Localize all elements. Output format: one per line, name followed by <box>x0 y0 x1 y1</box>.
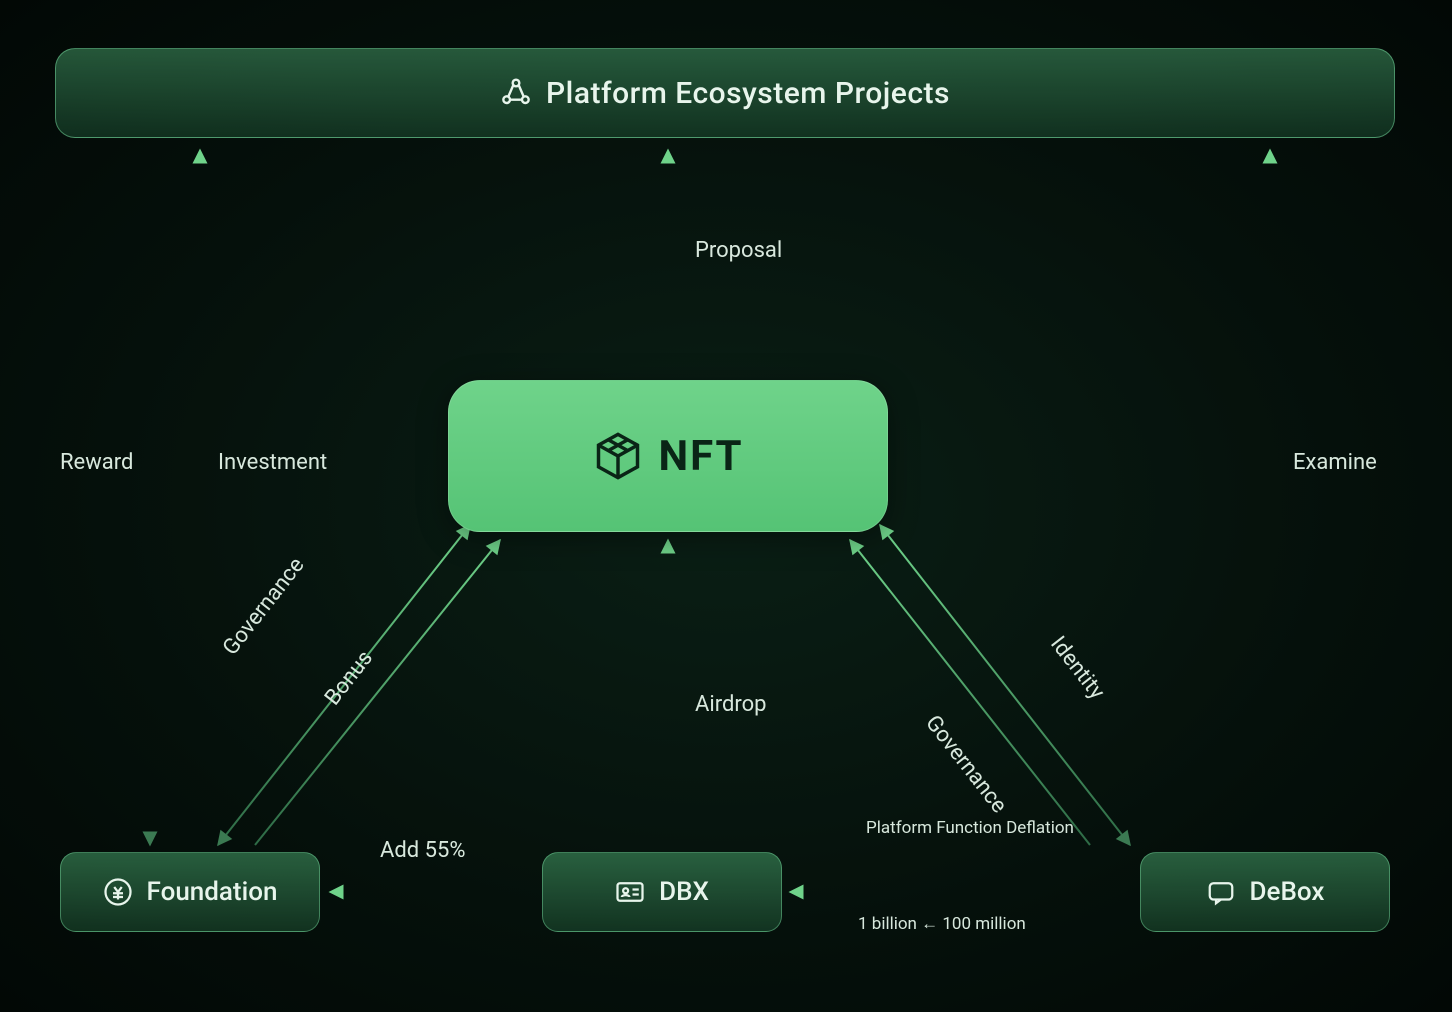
node-label: DBX <box>659 877 709 907</box>
node-foundation: Foundation <box>60 852 320 932</box>
edge-label-add55: Add 55% <box>380 838 465 863</box>
node-label: Platform Ecosystem Projects <box>546 76 950 111</box>
recycle-icon <box>500 77 532 109</box>
edge-label-examine: Examine <box>1293 450 1377 475</box>
edge-label-governance-right: Governance <box>920 711 1011 818</box>
diagram-canvas: Platform Ecosystem Projects NFT Foundati… <box>0 0 1452 1012</box>
id-card-icon <box>615 877 645 907</box>
node-dbx: DBX <box>542 852 782 932</box>
node-debox: DeBox <box>1140 852 1390 932</box>
edge-label-proposal: Proposal <box>695 238 782 263</box>
edge-label-bonus: Bonus <box>320 646 378 710</box>
node-platform: Platform Ecosystem Projects <box>55 48 1395 138</box>
coin-icon <box>103 877 133 907</box>
edge-label-governance-left: Governance <box>218 553 309 660</box>
edge-label-investment: Investment <box>218 450 327 475</box>
edge-label-deflation-line1: Platform Function Deflation <box>850 818 1090 838</box>
node-label: Foundation <box>147 877 278 907</box>
chat-icon <box>1206 877 1236 907</box>
node-nft: NFT <box>448 380 888 532</box>
edge-label-deflation: Platform Function Deflation <box>850 818 1090 838</box>
node-label: NFT <box>658 432 743 481</box>
edge-label-identity: Identity <box>1045 632 1109 704</box>
edge-label-airdrop: Airdrop <box>695 692 767 717</box>
edge-label-billion: 1 billion ← 100 million <box>858 914 1026 934</box>
edge-label-reward: Reward <box>60 450 133 475</box>
cube-icon <box>592 430 644 482</box>
node-label: DeBox <box>1250 877 1325 907</box>
